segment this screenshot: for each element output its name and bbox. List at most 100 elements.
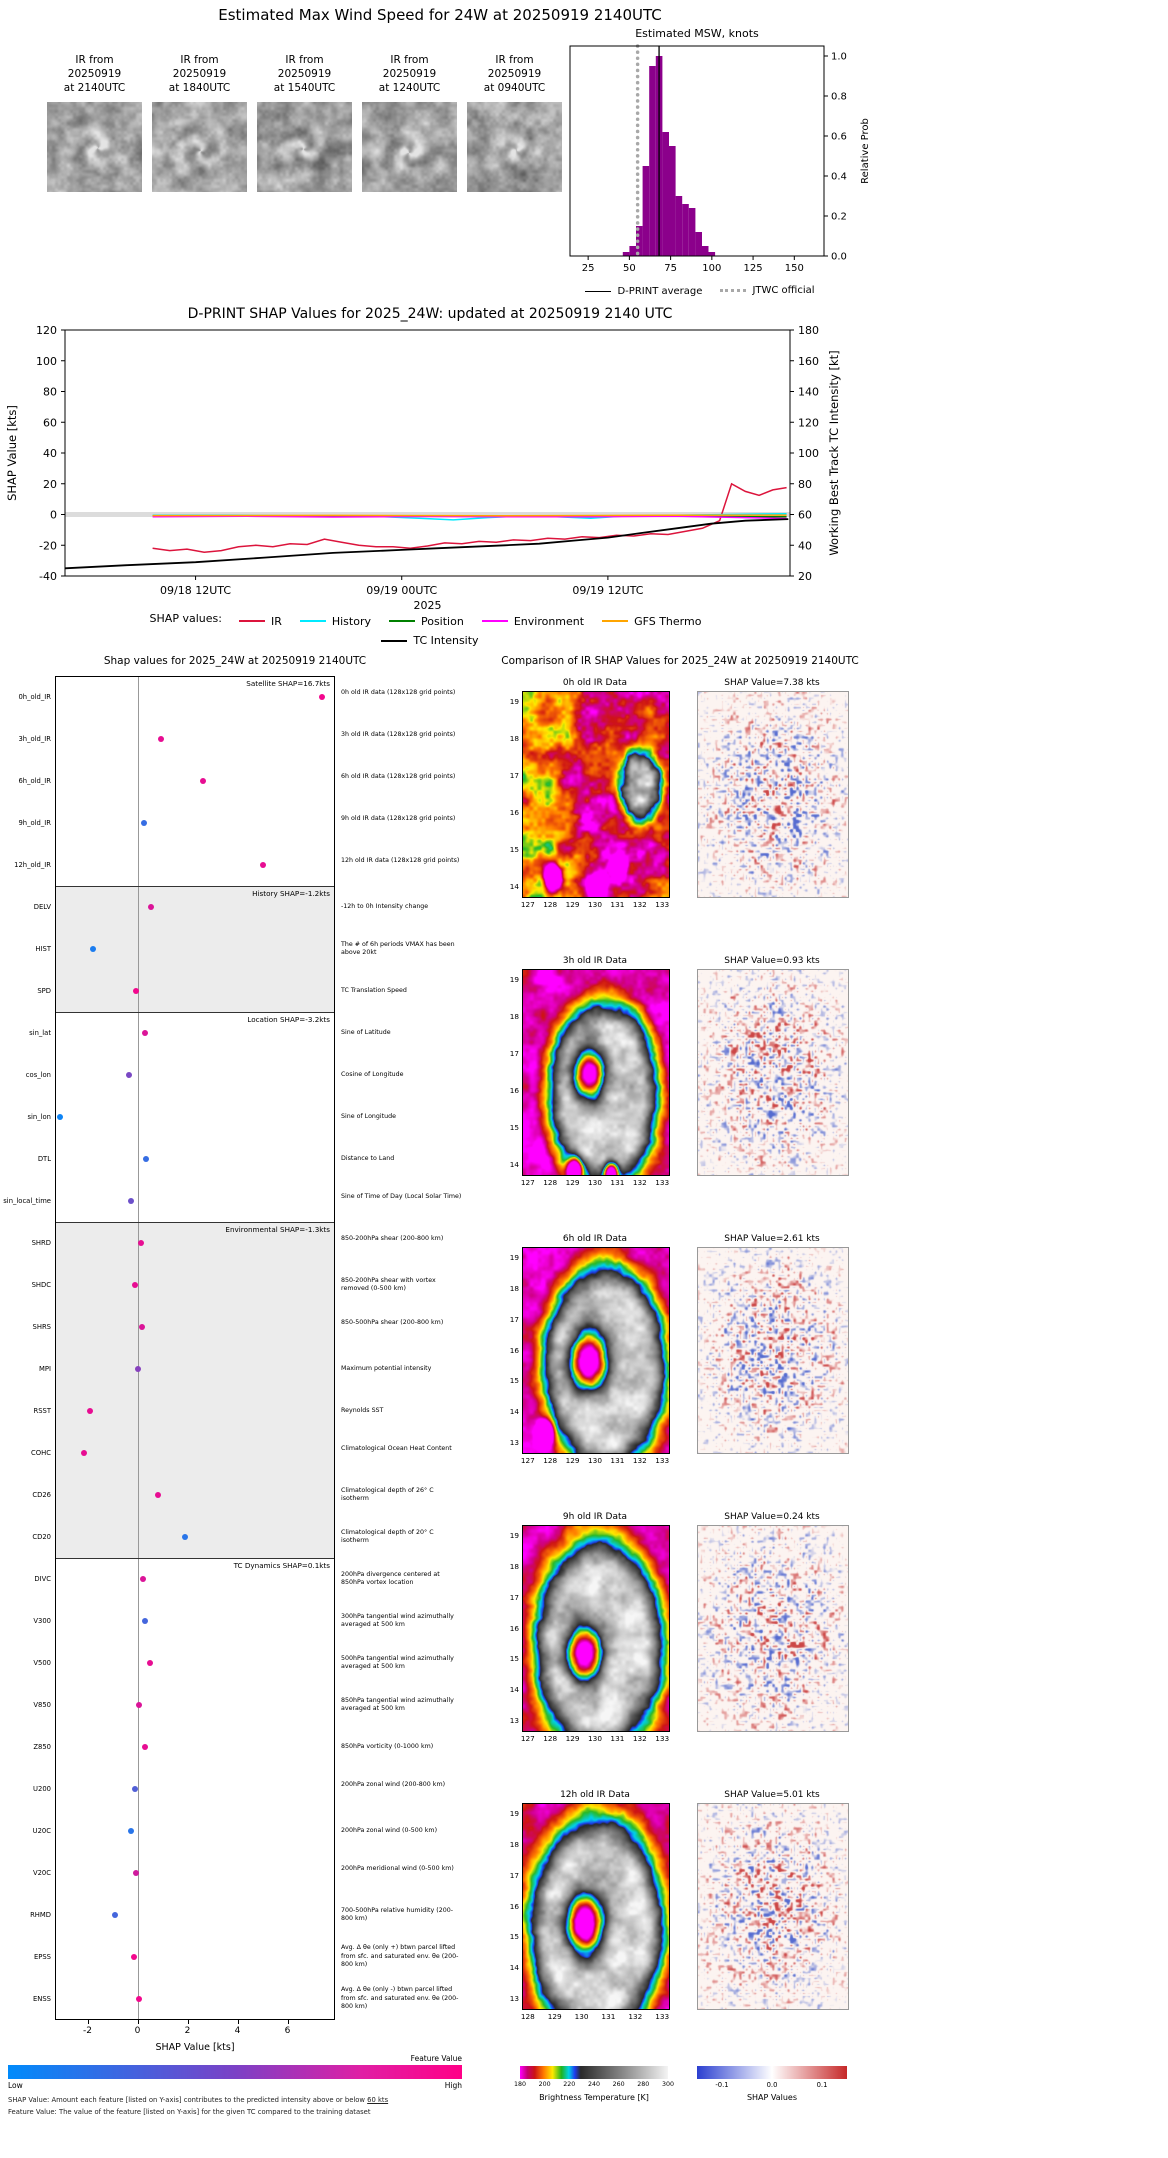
feature-desc: 0h old IR data (128x128 grid points) — [341, 688, 456, 696]
ir-map-xtick-label: 128 — [520, 2012, 535, 2021]
feature-xtick-label: 2 — [184, 2026, 191, 2036]
ir-map-xtick-label: 130 — [588, 1456, 602, 1465]
timeseries-chart: -40 -20 0 20 40 60 80 100 120 20 40 60 80 100 120 140 16… — [5, 324, 841, 612]
ir-thumbnail: IR from 20250919 at 1840UTC — [150, 54, 249, 192]
shap-dot — [143, 1156, 150, 1162]
right-ytick-label: 180 — [798, 324, 819, 337]
ir-map-ytick-label: 13 — [509, 1437, 519, 1447]
feature-label: SHRS — [32, 1323, 51, 1331]
left-ytick-label: -40 — [39, 570, 57, 583]
histogram-bar — [662, 132, 669, 256]
shap-dot — [154, 1492, 161, 1498]
ir-map-xtick-label: 129 — [547, 2012, 562, 2021]
group-shading — [56, 1222, 334, 1558]
feature-label: V300 — [33, 1617, 51, 1625]
series-swatch — [238, 620, 265, 622]
series-line-tc-intensity — [64, 518, 789, 570]
right-axis-label: Working Best Track TC Intensity [kt] — [827, 350, 841, 555]
feature-label: DELV — [33, 903, 51, 911]
histogram-bar — [682, 204, 689, 256]
series-line-gfs-thermo — [152, 514, 787, 517]
ir-map-ytick-label: 17 — [509, 1592, 519, 1602]
ir-thumbnail: IR from 20250919 at 1240UTC — [360, 54, 459, 192]
legend-item: TC Intensity — [381, 634, 479, 647]
shap-dot — [140, 820, 147, 826]
right-ytick-label: 80 — [798, 478, 812, 491]
histogram-frame — [569, 45, 825, 257]
right-ytick-label: 120 — [798, 416, 819, 429]
feature-xtick-mark — [87, 2020, 89, 2024]
ir-map-ytick-label: 17 — [509, 1049, 519, 1058]
bt-colorbar-ticks: 180 200 220 240 260 280 300 — [514, 2081, 674, 2091]
histogram-bar — [622, 252, 630, 256]
ir-map-ytick-label: 18 — [509, 734, 519, 744]
shap-dot — [142, 1030, 148, 1036]
ir-map-xtick-label: 131 — [610, 1178, 625, 1187]
bt-colorbar-tick-label: 280 — [637, 2081, 650, 2088]
ir-map-ytick-label: 16 — [509, 1623, 519, 1633]
feature-xtick-label: 4 — [234, 2026, 241, 2036]
histogram-xtick-label: 125 — [744, 263, 763, 274]
dotted-line-swatch — [720, 289, 747, 292]
feature-desc: Avg. Δ θe (only -) btwn parcel lifted fr… — [341, 1986, 459, 2010]
histogram-ytick-label: 0.0 — [831, 252, 847, 263]
histogram-bar — [708, 252, 716, 256]
legend-row-1: SHAP values: IR History Position Environment… — [0, 612, 860, 628]
feature-desc: 700-500hPa relative humidity (200-800 km… — [341, 1906, 453, 1922]
series-swatch — [381, 639, 408, 642]
feature-label: SPD — [37, 987, 51, 995]
ir-map-ytick-label: 13 — [509, 1993, 519, 2003]
feature-label: 0h_old_IR — [18, 693, 51, 701]
feature-desc: The # of 6h periods VMAX has been above … — [341, 940, 455, 956]
shap-dot — [112, 1912, 118, 1918]
ir-map-xtick-label: 131 — [610, 900, 625, 909]
footnote-feature-value: Feature Value: The value of the feature … — [8, 2108, 371, 2116]
feature-desc: 9h old IR data (128x128 grid points) — [341, 814, 456, 822]
shap-dot — [128, 1828, 135, 1834]
ir-map-ytick-label: 18 — [509, 1012, 519, 1022]
footnote-shap-value-underline: 60 kts — [367, 2096, 389, 2104]
ir-map-ytick-label: 15 — [509, 1654, 519, 1664]
series-line-ir — [152, 482, 787, 553]
feature-label: V20C — [32, 1869, 51, 1877]
shap-dot — [125, 1072, 132, 1078]
ir-map-title: 0h old IR Data — [562, 678, 628, 688]
ir-map-ytick-label: 19 — [509, 1531, 519, 1541]
feature-label: V850 — [33, 1701, 51, 1709]
feature-label: SHRD — [31, 1239, 51, 1247]
legend-label: TC Intensity — [413, 634, 479, 647]
feature-label: EPSS — [33, 1953, 51, 1961]
ir-map-title: 6h old IR Data — [562, 1234, 628, 1244]
histogram-xtick-label: 150 — [785, 263, 804, 274]
shap-dot — [137, 1240, 144, 1246]
histogram-xtick-label: 50 — [623, 263, 636, 274]
shap-dot — [157, 736, 164, 742]
ir-map-xtick-label: 129 — [565, 1734, 580, 1743]
left-ytick-label: -20 — [39, 539, 57, 552]
feature-label: cos_lon — [25, 1071, 51, 1079]
feature-label: RHMD — [30, 1911, 51, 1919]
group-divider — [55, 1558, 335, 1559]
series-swatch — [388, 620, 415, 622]
histogram-ytick-label: 0.4 — [831, 172, 847, 183]
legend-title: SHAP values: — [149, 612, 222, 625]
feature-label: RSST — [33, 1407, 51, 1415]
ir-map-canvas — [522, 1803, 670, 2010]
legend-label: Position — [420, 614, 464, 628]
feature-xaxis-label: SHAP Value [kts] — [155, 2042, 235, 2053]
ir-map-ytick-label: 16 — [509, 808, 519, 817]
feature-label: COHC — [31, 1449, 51, 1457]
group-divider — [55, 1222, 335, 1223]
ir-map-xtick-label: 129 — [565, 1178, 580, 1187]
shap-dot — [131, 1786, 138, 1792]
zero-line — [137, 676, 139, 2020]
shap-dot — [135, 1996, 142, 2002]
shap-map-title: SHAP Value=0.24 kts — [724, 1512, 820, 1522]
ir-map-xtick-label: 133 — [655, 1734, 670, 1743]
feature-label: 3h_old_IR — [18, 735, 51, 743]
bt-colorbar-tick-label: 300 — [661, 2081, 675, 2088]
legend-label: Environment — [513, 614, 585, 628]
shap-dot — [132, 1282, 138, 1288]
ir-map-xtick-label: 133 — [655, 900, 670, 909]
shap-map-canvas — [697, 1803, 849, 2010]
